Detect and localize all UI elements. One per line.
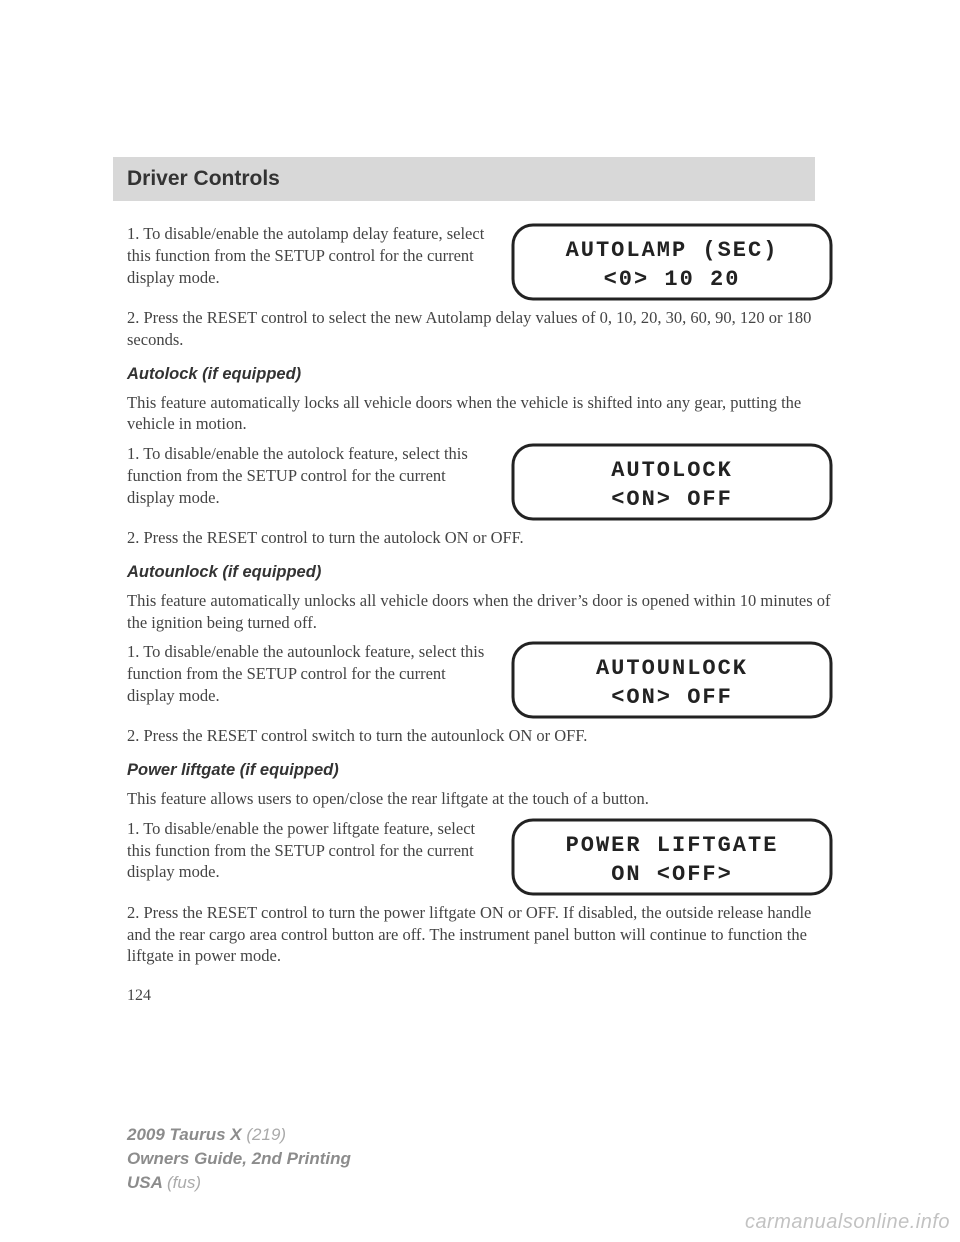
body-text: 1. To disable/enable the autolock featur… — [127, 443, 495, 508]
autolock-section: Autolock (if equipped) This feature auto… — [127, 365, 833, 549]
footer-guide: Owners Guide, 2nd Printing — [127, 1147, 351, 1171]
autounlock-display: AUTOUNLOCK <ON> OFF — [511, 641, 833, 719]
watermark: carmanualsonline.info — [745, 1211, 950, 1234]
body-text: This feature allows users to open/close … — [127, 788, 833, 810]
autolamp-display: AUTOLAMP (SEC) <0> 10 20 — [511, 223, 833, 301]
svg-text:AUTOUNLOCK: AUTOUNLOCK — [596, 656, 748, 681]
footer-model: 2009 Taurus X (219) — [127, 1123, 351, 1147]
body-text: 2. Press the RESET control switch to tur… — [127, 725, 833, 747]
autounlock-section: Autounlock (if equipped) This feature au… — [127, 563, 833, 747]
autolock-display: AUTOLOCK <ON> OFF — [511, 443, 833, 521]
body-text: 1. To disable/enable the autolamp delay … — [127, 223, 495, 288]
footer-model-code: (219) — [246, 1125, 286, 1144]
svg-text:<0> 10 20: <0> 10 20 — [604, 267, 741, 292]
body-text: This feature automatically locks all veh… — [127, 392, 833, 436]
subheading: Autolock (if equipped) — [127, 365, 833, 384]
footer-usa-label: USA — [127, 1173, 162, 1192]
footer-fus: (fus) — [167, 1173, 201, 1192]
body-text: 1. To disable/enable the power liftgate … — [127, 818, 495, 883]
svg-text:ON <OFF>: ON <OFF> — [611, 862, 733, 887]
body-text: 2. Press the RESET control to select the… — [127, 307, 833, 351]
liftgate-section: Power liftgate (if equipped) This featur… — [127, 761, 833, 967]
subheading: Autounlock (if equipped) — [127, 563, 833, 582]
footer-usa: USA (fus) — [127, 1171, 351, 1195]
section-title: Driver Controls — [127, 167, 801, 191]
body-text: 2. Press the RESET control to turn the a… — [127, 527, 833, 549]
liftgate-display: POWER LIFTGATE ON <OFF> — [511, 818, 833, 896]
page-content: Driver Controls 1. To disable/enable the… — [127, 157, 833, 1005]
svg-text:<ON> OFF: <ON> OFF — [611, 685, 733, 710]
footer: 2009 Taurus X (219) Owners Guide, 2nd Pr… — [127, 1123, 351, 1194]
page-number: 124 — [127, 987, 833, 1005]
body-text: 1. To disable/enable the autounlock feat… — [127, 641, 495, 706]
body-text: This feature automatically unlocks all v… — [127, 590, 833, 634]
svg-text:POWER LIFTGATE: POWER LIFTGATE — [566, 833, 779, 858]
footer-model-name: 2009 Taurus X — [127, 1125, 242, 1144]
section-header: Driver Controls — [113, 157, 815, 201]
svg-text:AUTOLAMP (SEC): AUTOLAMP (SEC) — [566, 238, 779, 263]
svg-text:<ON> OFF: <ON> OFF — [611, 487, 733, 512]
autolamp-section: 1. To disable/enable the autolamp delay … — [127, 223, 833, 351]
body-text: 2. Press the RESET control to turn the p… — [127, 902, 833, 967]
subheading: Power liftgate (if equipped) — [127, 761, 833, 780]
svg-text:AUTOLOCK: AUTOLOCK — [611, 458, 733, 483]
